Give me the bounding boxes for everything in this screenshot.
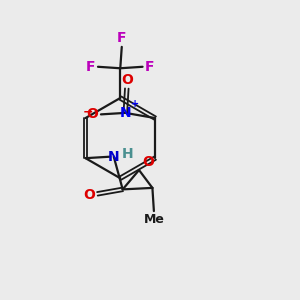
- Text: O: O: [87, 107, 99, 122]
- Text: −: −: [83, 106, 93, 118]
- Text: O: O: [121, 73, 133, 87]
- Text: F: F: [145, 60, 154, 74]
- Text: F: F: [117, 32, 127, 45]
- Text: Me: Me: [143, 214, 164, 226]
- Text: N: N: [119, 106, 131, 120]
- Text: +: +: [131, 99, 140, 109]
- Text: O: O: [142, 154, 154, 169]
- Text: N: N: [108, 150, 120, 164]
- Text: O: O: [83, 188, 95, 202]
- Text: F: F: [86, 60, 96, 74]
- Text: H: H: [121, 147, 133, 161]
